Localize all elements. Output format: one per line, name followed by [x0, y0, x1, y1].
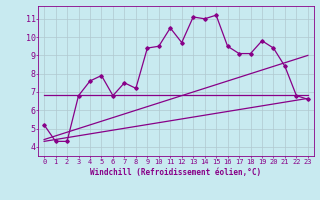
- X-axis label: Windchill (Refroidissement éolien,°C): Windchill (Refroidissement éolien,°C): [91, 168, 261, 177]
